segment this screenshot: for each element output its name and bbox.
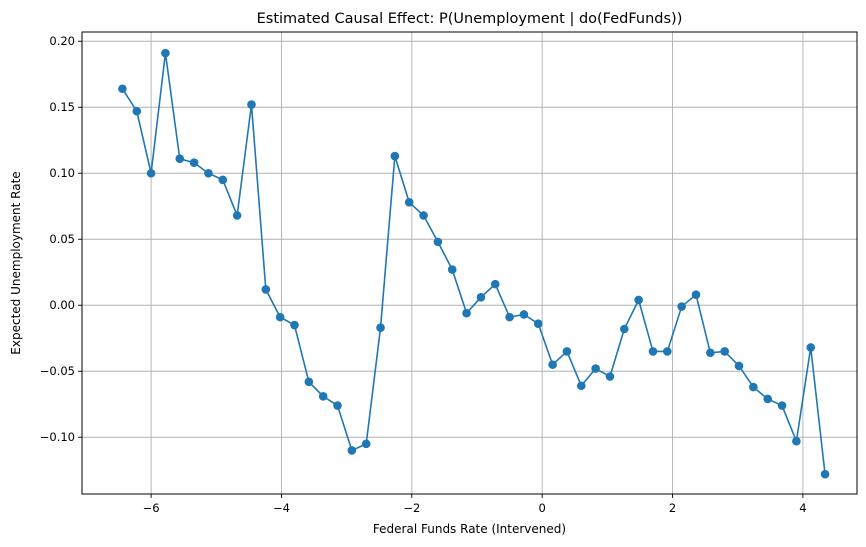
- data-point: [605, 372, 615, 381]
- data-point: [118, 84, 127, 94]
- chart-title: Estimated Causal Effect: P(Unemployment …: [257, 11, 683, 27]
- y-axis: −0.10 −0.05 0.00 0.05 0.10 0.15 0.20: [40, 34, 82, 444]
- data-point: [318, 392, 328, 401]
- data-point: [204, 168, 213, 178]
- data-point: [218, 175, 228, 185]
- data-point: [591, 364, 600, 373]
- data-point: [648, 347, 658, 356]
- data-point: [562, 347, 572, 356]
- data-point: [476, 293, 486, 302]
- data-point: [734, 361, 744, 371]
- data-point: [275, 312, 285, 322]
- data-point: [146, 168, 156, 178]
- data-point: [390, 151, 400, 161]
- data-point: [462, 308, 471, 318]
- plot-frame: [81, 31, 858, 495]
- data-point: [419, 211, 428, 220]
- x-tick-label: 2: [669, 501, 676, 515]
- data-point: [763, 394, 773, 404]
- data-point: [620, 324, 629, 334]
- y-tick-label: 0.15: [49, 100, 75, 114]
- data-point: [720, 347, 729, 356]
- x-tick-label: −6: [143, 501, 160, 515]
- y-axis-label: Expected Unemployment Rate: [9, 171, 23, 354]
- data-point: [247, 100, 256, 109]
- data-point: [447, 265, 457, 274]
- data-point: [806, 343, 816, 352]
- data-point: [161, 48, 170, 58]
- data-point: [189, 158, 199, 167]
- data-point: [749, 382, 758, 392]
- data-point: [519, 310, 529, 319]
- data-point: [663, 347, 672, 356]
- x-tick-label: 0: [539, 501, 546, 515]
- data-point: [490, 279, 500, 289]
- data-point: [777, 401, 787, 410]
- x-tick-label: −2: [403, 501, 420, 515]
- data-point: [304, 377, 314, 387]
- data-point: [792, 436, 801, 446]
- data-point: [232, 211, 242, 220]
- y-tick-label: 0.00: [49, 298, 75, 312]
- data-point: [290, 320, 299, 330]
- y-tick-label: 0.20: [49, 34, 75, 48]
- data-point: [576, 381, 586, 391]
- data-point: [820, 469, 830, 479]
- data-point: [333, 401, 342, 410]
- x-tick-label: −4: [273, 501, 290, 515]
- data-point: [404, 197, 414, 207]
- data-point: [376, 323, 385, 332]
- data-point: [361, 439, 371, 449]
- y-tick-label: −0.05: [40, 364, 75, 378]
- x-axis-label: Federal Funds Rate (Intervened): [373, 522, 566, 536]
- data-point: [691, 290, 701, 299]
- series: [118, 48, 830, 479]
- data-point: [261, 285, 271, 294]
- data-point: [132, 106, 142, 116]
- data-point: [505, 312, 514, 322]
- x-axis: −6 −4 −2 0 2 4: [143, 494, 807, 515]
- x-tick-label: 4: [799, 501, 806, 515]
- data-point: [433, 237, 443, 247]
- y-tick-label: −0.10: [40, 430, 75, 444]
- series-line: [121, 53, 826, 475]
- data-point: [347, 446, 357, 455]
- data-point: [634, 295, 643, 305]
- y-tick-label: 0.05: [49, 232, 75, 246]
- y-tick-label: 0.10: [49, 166, 75, 180]
- data-point: [548, 360, 557, 369]
- data-point: [533, 319, 543, 329]
- data-point: [175, 154, 185, 164]
- data-point: [706, 348, 715, 358]
- data-point: [677, 302, 686, 311]
